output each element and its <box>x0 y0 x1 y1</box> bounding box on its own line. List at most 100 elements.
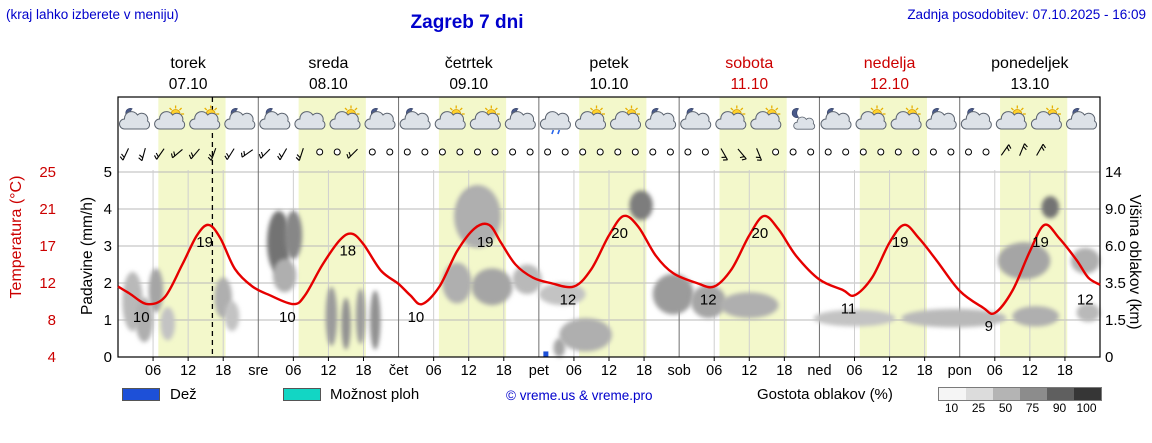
wind-calm-icon <box>544 148 552 156</box>
wind-barb-icon <box>207 148 217 161</box>
wind-barb-icon <box>1019 143 1028 156</box>
wind-calm-icon <box>438 148 446 156</box>
wind-calm-icon <box>859 148 867 156</box>
svg-text:pet: pet <box>529 363 549 379</box>
wind-barb-icon <box>277 148 288 161</box>
wind-calm-icon <box>789 148 797 156</box>
wind-barb-icon <box>240 149 254 158</box>
svg-text:19: 19 <box>1032 234 1049 251</box>
sun-cloud-icon <box>434 105 466 130</box>
wind-barb-icon <box>258 148 271 159</box>
wind-calm-icon <box>474 148 481 156</box>
sun-cloud-icon <box>1030 105 1062 130</box>
wind-calm-icon <box>491 148 499 156</box>
density-step-label: 10 <box>944 401 959 415</box>
sun-cloud-icon <box>469 105 501 130</box>
svg-text:18: 18 <box>339 243 356 260</box>
moon-cloud-icon <box>119 108 150 130</box>
moon-cloud-icon <box>680 108 712 130</box>
svg-text:20: 20 <box>611 225 628 242</box>
svg-text:25: 25 <box>39 164 56 181</box>
svg-text:ned: ned <box>807 363 831 379</box>
wind-calm-icon <box>912 148 920 156</box>
wind-calm-icon <box>894 148 902 156</box>
svg-text:17: 17 <box>39 238 56 255</box>
svg-text:1: 1 <box>104 312 112 329</box>
wind-calm-icon <box>579 148 587 156</box>
wind-barb-icon <box>295 148 304 161</box>
page-title: Zagreb 7 dni <box>410 12 524 33</box>
svg-text:07.10: 07.10 <box>169 76 208 93</box>
moon-cloud-icon <box>259 108 291 130</box>
wind-barb-icon <box>1036 143 1047 156</box>
svg-text:21: 21 <box>39 201 56 218</box>
svg-text:18: 18 <box>1057 363 1073 379</box>
wind-barb-icon <box>720 148 728 161</box>
moon-cloud-icon <box>504 108 536 130</box>
last-update-text: Zadnja posodobitev: 07.10.2025 - 16:09 <box>907 7 1146 22</box>
svg-text:10: 10 <box>133 309 150 326</box>
wind-calm-icon <box>386 148 394 156</box>
copyright-link[interactable]: © vreme.us & vreme.pro <box>506 388 653 403</box>
wind-barb-icon <box>154 148 165 160</box>
moon-icon <box>791 108 816 130</box>
svg-text:4: 4 <box>48 349 56 366</box>
wind-barb-icon <box>755 148 762 161</box>
svg-text:12: 12 <box>39 275 56 292</box>
svg-text:19: 19 <box>892 234 909 251</box>
svg-text:nedelja: nedelja <box>864 55 916 72</box>
wind-barb-icon <box>224 148 235 160</box>
density-step <box>1047 388 1074 400</box>
svg-text:06: 06 <box>706 363 722 379</box>
wind-barb-icon <box>119 148 129 161</box>
moon-cloud-icon <box>645 108 677 130</box>
svg-text:12: 12 <box>1077 292 1094 309</box>
cloud-density-legend-label: Gostota oblakov (%) <box>757 386 893 403</box>
svg-text:06: 06 <box>145 363 161 379</box>
svg-text:12: 12 <box>461 363 477 379</box>
svg-text:06: 06 <box>987 363 1003 379</box>
svg-text:ponedeljek: ponedeljek <box>991 55 1069 72</box>
svg-text:11: 11 <box>841 300 857 317</box>
svg-text:9: 9 <box>985 318 993 335</box>
density-step <box>993 388 1020 400</box>
svg-text:sre: sre <box>248 363 268 379</box>
wind-calm-icon <box>965 148 972 156</box>
showers-legend-swatch <box>283 388 321 401</box>
svg-text:12.10: 12.10 <box>870 76 909 93</box>
svg-text:06: 06 <box>566 363 582 379</box>
wind-calm-icon <box>526 148 534 156</box>
svg-text:20: 20 <box>752 225 769 242</box>
density-step-label: 50 <box>998 401 1013 415</box>
svg-text:sob: sob <box>667 363 690 379</box>
wind-row <box>119 143 1047 162</box>
showers-legend-label: Možnost ploh <box>330 386 420 403</box>
svg-text:4: 4 <box>104 201 112 218</box>
wind-barb-icon <box>188 148 200 160</box>
sun-cloud-icon <box>329 105 361 130</box>
density-step <box>939 388 966 400</box>
svg-text:6.0: 6.0 <box>1105 238 1126 255</box>
sun-cloud-icon <box>189 105 221 130</box>
svg-text:sobota: sobota <box>725 55 773 72</box>
wind-barb-icon <box>138 147 146 162</box>
wind-calm-icon <box>824 148 832 156</box>
location-hint: (kraj lahko izberete v meniju) <box>6 7 179 22</box>
wind-calm-icon <box>403 148 411 156</box>
svg-text:06: 06 <box>285 363 301 379</box>
svg-text:18: 18 <box>636 363 652 379</box>
density-step <box>1020 388 1047 400</box>
wind-calm-icon <box>316 148 324 156</box>
wind-calm-icon <box>929 148 937 156</box>
wind-calm-icon <box>368 148 376 156</box>
svg-text:13.10: 13.10 <box>1010 76 1049 93</box>
wind-calm-icon <box>614 148 622 156</box>
wind-calm-icon <box>666 148 674 156</box>
moon-cloud-icon <box>960 108 992 130</box>
wind-calm-icon <box>596 148 604 156</box>
wind-barb-icon <box>346 148 358 159</box>
wind-calm-icon <box>772 148 780 156</box>
sun-cloud-icon <box>890 105 922 130</box>
svg-text:18: 18 <box>355 363 371 379</box>
